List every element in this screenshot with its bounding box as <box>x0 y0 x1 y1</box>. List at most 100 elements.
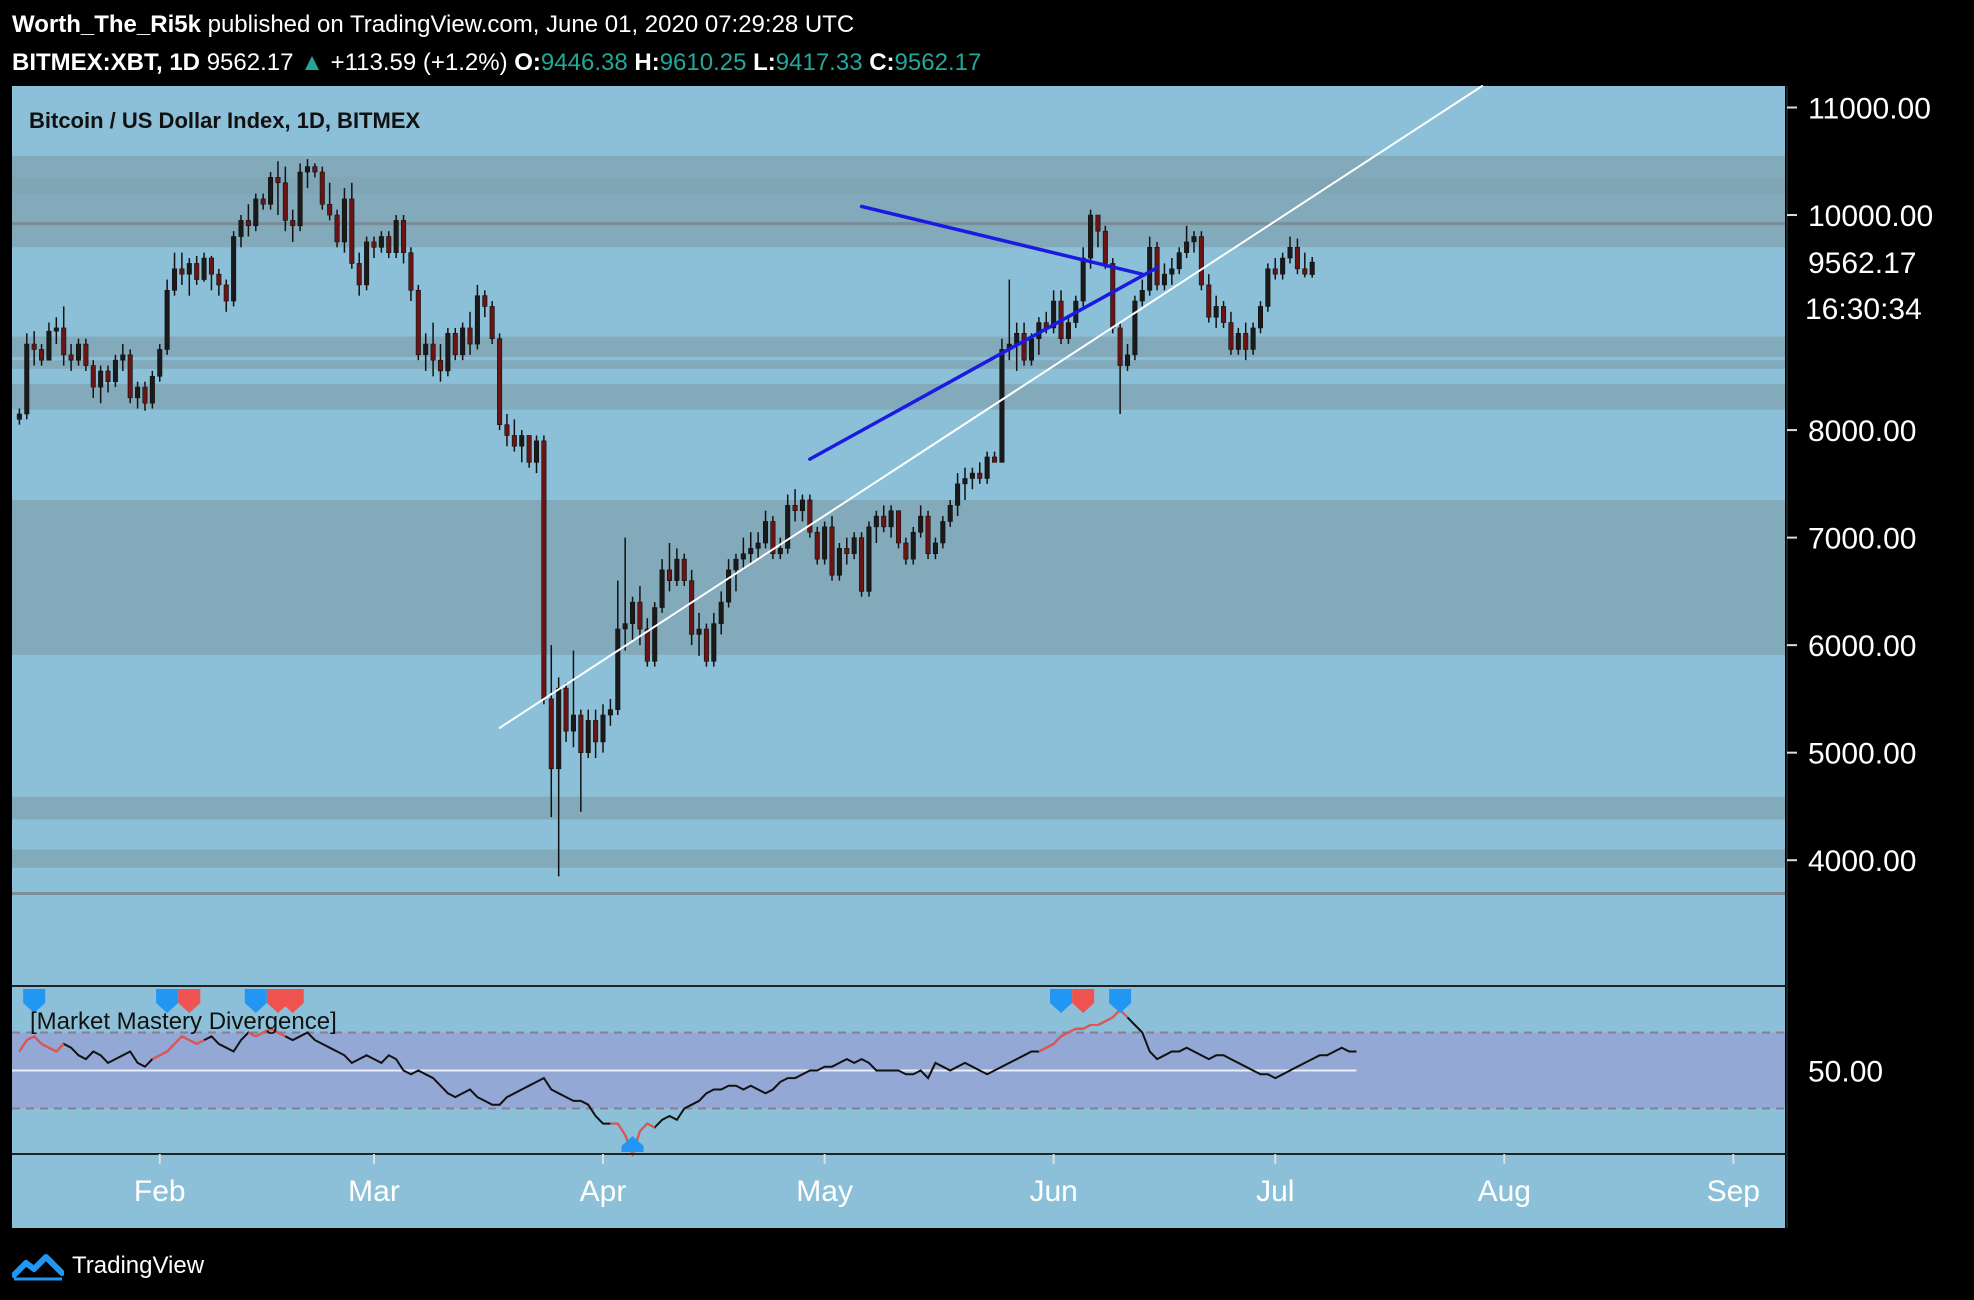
candle-body <box>1080 257 1086 302</box>
candle-body <box>1139 290 1145 302</box>
candle-body <box>740 553 746 560</box>
close-label: C: <box>869 49 895 76</box>
open-value: 9446.38 <box>540 49 628 76</box>
candle-body <box>504 424 510 436</box>
candle-body <box>733 558 739 571</box>
candle-body <box>334 214 340 243</box>
candle-body <box>437 359 443 372</box>
low-label: L: <box>753 49 776 76</box>
last-price-badge <box>1789 240 1945 285</box>
candle-body <box>689 580 695 635</box>
candle-body <box>68 354 74 361</box>
candle-body <box>268 177 274 205</box>
tradingview-logo-icon <box>12 1254 64 1281</box>
candle-body <box>371 241 377 248</box>
time-axis[interactable]: Feb Mar Apr May Jun Jul Aug Sep <box>134 1154 1760 1208</box>
candle-body <box>940 521 946 544</box>
candle-body <box>474 295 480 345</box>
last-price-badge-label: 9562.17 <box>1808 247 1916 280</box>
candle-body <box>659 569 665 608</box>
candle-body <box>245 220 251 227</box>
divergence-marker-bear <box>178 989 201 1013</box>
price-axis[interactable]: 11000.00 10000.00 8000.00 7000.00 6000.00 500… <box>1787 93 1933 1089</box>
candle-body <box>548 698 554 770</box>
oscillator-pane <box>12 987 1785 1157</box>
candle-body <box>297 171 303 227</box>
candle-body <box>829 526 835 576</box>
candle-body <box>644 628 650 662</box>
divergence-marker-bull <box>244 989 267 1013</box>
candle-body <box>423 343 429 356</box>
publish-line: Worth_The_Ri5k published on TradingView.… <box>12 8 1962 42</box>
price-tick-label: 8000.00 <box>1808 415 1916 448</box>
candle-body <box>533 440 540 463</box>
candle-body <box>984 456 990 479</box>
high-label: H: <box>634 49 660 76</box>
candle-body <box>711 623 717 662</box>
candle-body <box>1065 322 1071 339</box>
candle-body <box>238 220 244 237</box>
pane-separators <box>12 86 1788 1228</box>
candle-body <box>319 171 325 205</box>
candle-body <box>1206 284 1212 318</box>
candle-body <box>763 521 769 544</box>
author-name[interactable]: Worth_The_Ri5k <box>12 11 201 38</box>
price-tick-label: 10000.00 <box>1808 200 1933 233</box>
candle-body <box>179 268 185 275</box>
candle-body <box>356 263 362 286</box>
candle-body <box>1272 268 1278 275</box>
candle-body <box>194 263 200 280</box>
candle-body <box>755 542 761 549</box>
close-value: 9562.17 <box>894 49 982 76</box>
candle-body <box>83 343 89 366</box>
candle-body <box>201 257 207 280</box>
candle-body <box>408 252 414 291</box>
time-tick-label: Apr <box>580 1175 627 1208</box>
candle-body <box>497 338 503 426</box>
candle-body <box>600 714 606 743</box>
candle-body <box>925 515 931 555</box>
candle-body <box>98 370 104 388</box>
candle-body <box>105 370 111 382</box>
chart-title: Bitcoin / US Dollar Index, 1D, BITMEX <box>29 108 420 133</box>
candle-body <box>401 220 407 253</box>
candle-body <box>1243 333 1249 350</box>
chart-header: Worth_The_Ri5k published on TradingView.… <box>12 8 1962 84</box>
candle-body <box>822 526 828 560</box>
candle-body <box>312 166 318 173</box>
candle-body <box>630 601 636 624</box>
candle-body <box>799 499 805 512</box>
candle-body <box>327 203 333 216</box>
candle-body <box>1161 273 1167 286</box>
symbol-label[interactable]: BITMEX:XBT, 1D <box>12 49 201 76</box>
high-value: 9610.25 <box>659 49 747 76</box>
candle-body <box>1221 306 1227 323</box>
candle-body <box>770 521 776 555</box>
price-tick-label: 5000.00 <box>1808 738 1916 771</box>
divergence-marker-bear <box>281 989 304 1013</box>
candle-body <box>31 343 37 350</box>
oscillator-tick-label: 50.00 <box>1808 1056 1883 1089</box>
candle-body <box>452 333 458 356</box>
candle-body <box>1028 338 1034 361</box>
candle-body <box>39 349 45 361</box>
candle-body <box>703 628 709 662</box>
candle-body <box>127 354 133 399</box>
divergence-segment-0 <box>18 1035 65 1053</box>
time-tick-label: Sep <box>1707 1175 1760 1208</box>
tradingview-brand[interactable]: TradingView <box>72 1252 205 1279</box>
candle-body <box>386 236 392 253</box>
candle-body <box>75 343 82 361</box>
candle-body <box>1102 230 1108 264</box>
candle-body <box>615 628 621 710</box>
candle-body <box>90 365 96 388</box>
sr-zone-7 <box>12 849 1785 868</box>
candle-body <box>1095 214 1101 232</box>
sr-zone-3 <box>12 360 1785 369</box>
candle-body <box>1235 333 1241 350</box>
candle-body <box>460 327 466 356</box>
candle-body <box>888 510 894 528</box>
candle-body <box>378 236 384 248</box>
candle-body <box>349 198 355 264</box>
